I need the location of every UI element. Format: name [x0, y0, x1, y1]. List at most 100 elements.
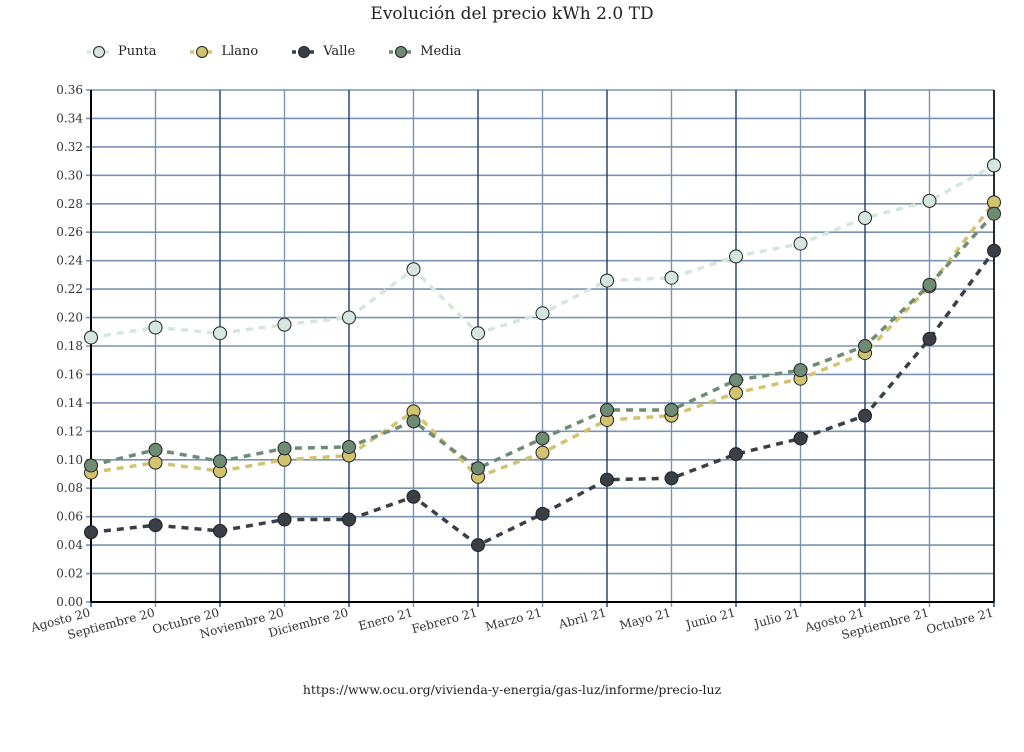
data-point-punta	[535, 306, 550, 321]
y-tick-label: 0.18	[56, 339, 83, 353]
x-tick-label: Octubre 21	[925, 605, 995, 636]
data-point-valle	[213, 523, 227, 538]
legend-item-valle[interactable]: Valle	[291, 44, 355, 59]
legend-dot	[93, 45, 105, 58]
legend-marker-icon	[292, 45, 317, 58]
data-point-media	[987, 206, 1001, 221]
data-point-valle	[664, 471, 679, 486]
data-point-valle	[84, 525, 98, 540]
data-point-media	[922, 277, 937, 292]
data-point-valle	[148, 518, 163, 533]
x-tick-label: Marzo 21	[484, 605, 543, 633]
x-tick-label: Febrero 21	[410, 605, 479, 636]
data-point-valle	[987, 243, 1001, 258]
data-point-punta	[471, 326, 485, 341]
data-point-media	[84, 458, 98, 473]
data-point-media	[729, 373, 743, 388]
y-tick-label: 0.00	[56, 595, 83, 609]
data-point-media	[277, 441, 292, 456]
data-point-media	[600, 403, 614, 417]
legend: Punta Llano Valle Media	[86, 44, 494, 59]
data-point-valle	[535, 506, 550, 521]
legend-dot	[298, 45, 311, 58]
x-tick-label: Junio 21	[683, 605, 737, 632]
data-point-llano	[535, 445, 550, 460]
y-tick-label: 0.30	[56, 168, 83, 182]
y-tick-label: 0.20	[56, 311, 83, 325]
data-point-media	[342, 439, 356, 454]
data-point-punta	[858, 211, 872, 225]
data-point-punta	[922, 193, 937, 208]
data-point-media	[213, 454, 227, 469]
y-tick-label: 0.24	[56, 254, 83, 268]
data-point-punta	[213, 326, 227, 341]
y-tick-label: 0.16	[56, 367, 83, 381]
series	[84, 158, 1001, 553]
legend-marker-icon	[190, 45, 215, 58]
legend-label: Llano	[221, 44, 259, 59]
data-point-punta	[84, 330, 98, 345]
data-point-punta	[342, 310, 356, 325]
data-point-valle	[922, 331, 937, 346]
y-tick-label: 0.26	[56, 225, 83, 239]
data-point-punta	[600, 273, 614, 288]
y-tick-label: 0.02	[56, 567, 83, 581]
series-valle	[84, 243, 1001, 553]
x-tick-label: Mayo 21	[618, 605, 672, 632]
data-point-media	[793, 363, 808, 378]
data-point-valle	[600, 472, 614, 487]
data-point-punta	[664, 270, 679, 285]
data-point-punta	[729, 249, 743, 264]
y-tick-label: 0.28	[56, 197, 83, 211]
series-line-valle	[90, 249, 996, 548]
data-point-media	[535, 431, 550, 446]
legend-dot	[196, 45, 209, 58]
data-point-valle	[342, 512, 356, 527]
x-tick-label: Enero 21	[357, 605, 414, 633]
data-point-punta	[793, 236, 808, 251]
data-point-valle	[858, 408, 872, 423]
data-point-punta	[148, 320, 163, 335]
legend-item-llano[interactable]: Llano	[189, 44, 258, 59]
legend-item-punta[interactable]: Punta	[86, 44, 156, 59]
data-point-punta	[277, 317, 292, 332]
y-tick-label: 0.14	[56, 396, 83, 410]
data-point-valle	[729, 447, 743, 462]
y-tick-label: 0.12	[56, 424, 83, 438]
data-point-valle	[793, 431, 808, 446]
axes	[90, 90, 995, 603]
x-tick-label: Julio 21	[751, 605, 802, 631]
chart-title: Evolución del precio kWh 2.0 TD	[370, 4, 654, 24]
legend-label: Punta	[118, 44, 157, 59]
data-point-llano	[729, 385, 743, 400]
y-tick-label: 0.32	[56, 140, 83, 154]
legend-label: Valle	[323, 44, 356, 59]
y-tick-label: 0.22	[56, 282, 83, 296]
data-point-media	[471, 461, 485, 476]
data-point-media	[406, 414, 421, 429]
legend-label: Media	[420, 44, 462, 59]
y-tick-label: 0.34	[56, 111, 83, 125]
legend-dot	[395, 45, 408, 58]
y-tick-label: 0.10	[56, 453, 83, 467]
legend-item-media[interactable]: Media	[388, 44, 461, 59]
y-tick-label: 0.36	[56, 83, 83, 97]
data-point-punta	[987, 158, 1001, 173]
data-point-llano	[148, 455, 163, 470]
source-url: https://www.ocu.org/vivienda-y-energia/g…	[302, 682, 722, 697]
y-tick-label: 0.08	[56, 481, 83, 495]
data-point-valle	[406, 489, 421, 504]
legend-marker-icon	[87, 45, 111, 58]
data-point-media	[858, 339, 872, 353]
data-point-media	[664, 403, 679, 417]
data-point-valle	[277, 512, 292, 527]
tick-labels: 0.00 0.02 0.04 0.06 0.08 0.10 0.12 0.14 0.16 0.18…	[28, 83, 994, 642]
data-point-valle	[471, 538, 485, 553]
y-tick-label: 0.04	[56, 538, 83, 552]
y-tick-label: 0.06	[56, 510, 83, 524]
data-point-punta	[406, 262, 421, 277]
series-media	[84, 206, 1001, 476]
legend-marker-icon	[389, 45, 414, 58]
series-punta	[84, 158, 1001, 345]
